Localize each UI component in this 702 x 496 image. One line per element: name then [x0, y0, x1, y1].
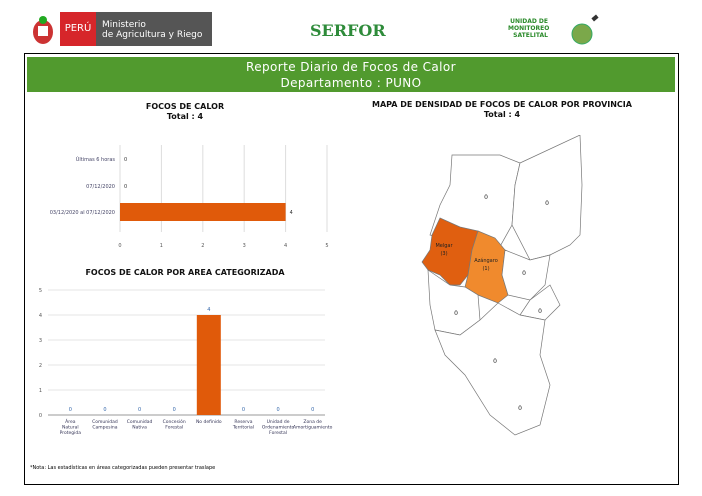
category-label: Reserva Territorial — [232, 419, 254, 431]
azangaro-value: (1) — [482, 266, 489, 272]
x-tick-label: 4 — [284, 243, 287, 249]
y-tick-label: 5 — [39, 288, 42, 294]
ministry-line1: Ministerio — [102, 20, 146, 30]
category-label: Concesión Forestal — [163, 418, 186, 431]
y-tick-label: 3 — [39, 338, 42, 344]
value-label: 0 — [311, 407, 314, 413]
value-label: 0 — [124, 184, 127, 190]
category-label: No definido — [196, 419, 222, 425]
province-sandia — [501, 249, 551, 301]
chart1-svg: 0 1 2 3 4 5 Últimas 6 horas 0 07/12/2020 0 03/12/2… — [50, 145, 329, 249]
category-label: 07/12/2020 — [86, 184, 115, 190]
x-tick-label: 2 — [201, 243, 204, 249]
melgar-value: (3) — [440, 251, 447, 257]
value-label: 0 — [242, 407, 245, 413]
value-label: 0 — [173, 407, 176, 413]
value-label: 0 — [138, 407, 141, 413]
zero-label: 0 — [538, 308, 542, 315]
category-label: Área Natural Protegida — [60, 418, 82, 436]
y-tick-label: 0 — [39, 413, 42, 419]
zero-label: 0 — [484, 194, 488, 201]
zero-label: 0 — [518, 405, 522, 412]
ministry-line2: de Agricultura y Riego — [102, 30, 203, 40]
x-tick-label: 5 — [325, 243, 328, 249]
x-tick-label: 0 — [118, 243, 121, 249]
category-label: Comunidad Campesina — [92, 419, 118, 431]
value-label: 0 — [276, 407, 279, 413]
satellite-globe-icon — [568, 14, 604, 52]
value-label: 4 — [207, 307, 210, 313]
category-label: Unidad de Ordenamiento Forestal — [262, 419, 295, 436]
province-southern — [434, 302, 551, 436]
peru-logo: PERÚ — [60, 12, 96, 46]
value-label: 0 — [124, 157, 127, 163]
x-tick-label: 3 — [243, 243, 246, 249]
report-title: Reporte Diario de Focos de Calor — [246, 60, 456, 74]
map-title: MAPA DE DENSIDAD DE FOCOS DE CALOR POR P… — [372, 100, 632, 119]
bar — [120, 203, 286, 221]
category-label: Comunidad Nativa — [127, 419, 153, 431]
melgar-label: Melgar — [435, 243, 453, 249]
zero-label: 0 — [522, 270, 526, 277]
note-text: *Nota: Las estadísticas en áreas categor… — [30, 465, 216, 471]
category-label: Zona de Amortiguamiento — [293, 419, 333, 431]
value-label: 0 — [103, 407, 106, 413]
province-carabaya — [511, 135, 583, 261]
peru-coat-of-arms-logo — [28, 14, 58, 46]
chart2-title: FOCOS DE CALOR POR AREA CATEGORIZADA — [85, 268, 285, 277]
zero-label: 0 — [545, 200, 549, 207]
bar — [196, 315, 221, 415]
azangaro-label: Azángaro — [474, 257, 498, 264]
value-label: 4 — [290, 210, 293, 216]
value-label: 0 — [69, 407, 72, 413]
province-huancane — [519, 284, 561, 321]
category-label: 03/12/2020 al 07/12/2020 — [50, 210, 115, 216]
chart2-svg: 0 1 2 3 4 5 0 Área Natural Protegida 0 Comunidad Cam… — [39, 288, 333, 436]
department-subtitle: Departamento : PUNO — [280, 76, 422, 90]
report-banner: Reporte Diario de Focos de Calor Departam… — [27, 57, 675, 92]
puno-province-map: Melgar (3) Azángaro (1) 0 0 0 0 0 0 0 — [421, 135, 583, 436]
ministry-logo: Ministerio de Agricultura y Riego — [96, 12, 212, 46]
x-tick-label: 1 — [160, 243, 163, 249]
monitoring-unit-logo: UNIDAD DE MONITOREO SATELITAL — [508, 18, 550, 39]
focos-calor-chart: 0 1 2 3 4 5 Últimas 6 horas 0 07/12/2020 0 03/12/2… — [50, 145, 329, 249]
zero-label: 0 — [454, 310, 458, 317]
y-tick-label: 4 — [39, 313, 42, 319]
y-tick-label: 1 — [39, 388, 42, 394]
y-tick-label: 2 — [39, 363, 42, 369]
area-categorizada-chart: 0 1 2 3 4 5 0 Área Natural Protegida 0 Comunidad Cam… — [39, 288, 333, 436]
serfor-logo: SERFOR — [310, 21, 386, 40]
chart1-title: FOCOS DE CALOR Total : 4 — [145, 102, 225, 121]
report-frame — [24, 53, 679, 485]
zero-label: 0 — [493, 358, 497, 365]
category-label: Últimas 6 horas — [76, 156, 116, 163]
